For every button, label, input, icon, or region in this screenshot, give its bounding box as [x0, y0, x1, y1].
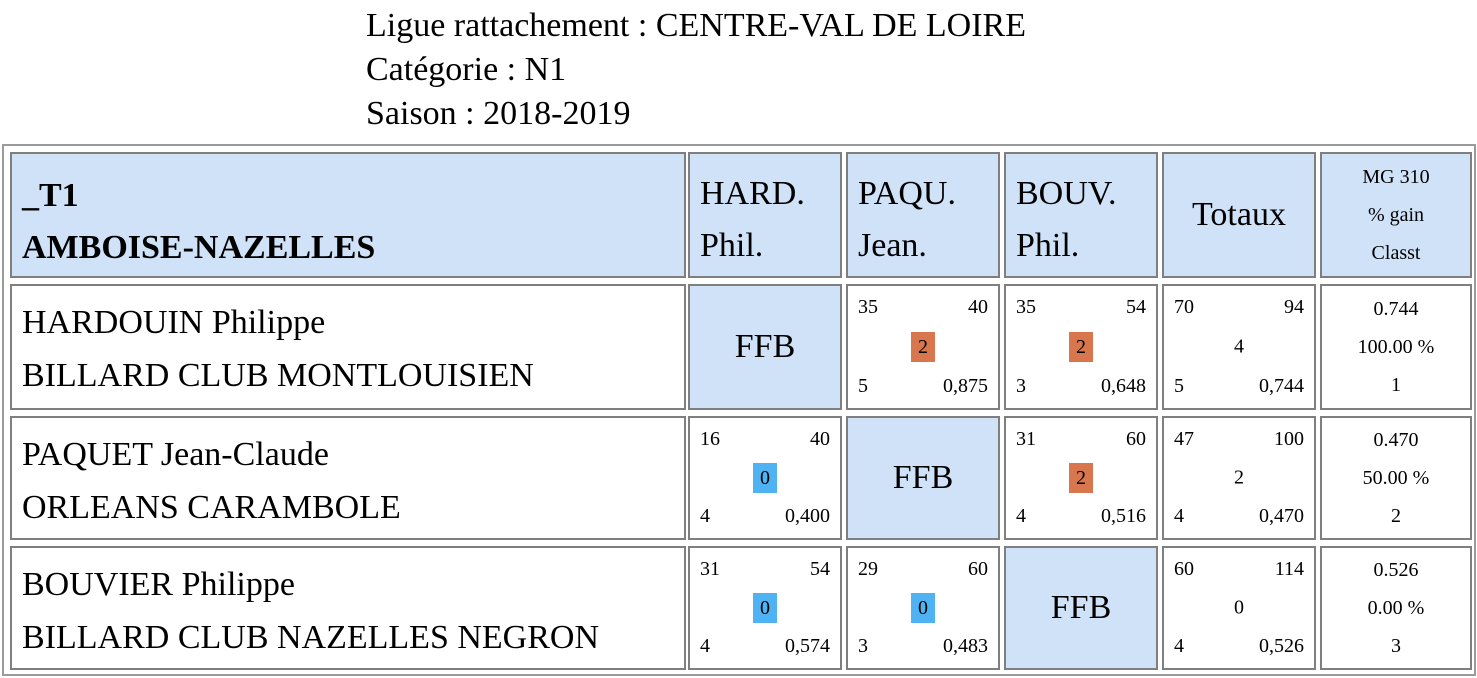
team-header-cell: _T1 AMBOISE-NAZELLES	[10, 152, 686, 278]
reprises: 3	[858, 635, 868, 657]
column-header-player-1: HARD. Phil.	[688, 152, 842, 278]
points-target: 60	[1126, 428, 1146, 450]
average: 0,526	[1259, 635, 1304, 657]
points: 47	[1174, 428, 1194, 450]
points: 31	[700, 558, 720, 580]
points: 60	[1174, 558, 1194, 580]
match-result-cell: 31 54 0 4 0,574	[688, 546, 842, 670]
average: 0,516	[1101, 505, 1146, 527]
team-code: _T1	[22, 177, 79, 214]
average: 0,744	[1259, 375, 1304, 397]
match-result-cell: 35 54 2 3 0,648	[1004, 284, 1158, 410]
stats-cell: 0.744 100.00 % 1	[1320, 284, 1472, 410]
points-target: 54	[1126, 296, 1146, 318]
points-target: 54	[810, 558, 830, 580]
points: 31	[1016, 428, 1036, 450]
points-target: 94	[1284, 296, 1304, 318]
column-header-totals: Totaux	[1162, 152, 1316, 278]
team-name: AMBOISE-NAZELLES	[22, 229, 376, 266]
ligue-label: Ligue rattachement : CENTRE-VAL DE LOIRE	[366, 7, 1026, 44]
points: 29	[858, 558, 878, 580]
reprises: 5	[1174, 375, 1184, 397]
player-club: BILLARD CLUB MONTLOUISIEN	[22, 357, 534, 394]
match-points-badge: 2	[1069, 463, 1093, 493]
match-points-total: 4	[1234, 335, 1244, 358]
totals-cell: 47 100 2 4 0,470	[1162, 416, 1316, 540]
average: 0,470	[1259, 505, 1304, 527]
gain-percent: 0.00 %	[1367, 597, 1425, 619]
rank: 2	[1391, 505, 1401, 527]
gain-percent: 50.00 %	[1362, 467, 1430, 489]
match-result-cell: 31 60 2 4 0,516	[1004, 416, 1158, 540]
points: 70	[1174, 296, 1194, 318]
mg-value: 0.526	[1373, 559, 1419, 581]
stats-cell: 0.526 0.00 % 3	[1320, 546, 1472, 670]
match-result-cell: 35 40 2 5 0,875	[846, 284, 1000, 410]
match-points-badge: 0	[753, 593, 777, 623]
points: 35	[1016, 296, 1036, 318]
reprises: 4	[700, 505, 710, 527]
player-club: BILLARD CLUB NAZELLES NEGRON	[22, 619, 600, 656]
average: 0,574	[785, 635, 830, 657]
points: 35	[858, 296, 878, 318]
points-target: 60	[968, 558, 988, 580]
saison-label: Saison : 2018-2019	[366, 95, 631, 132]
mg-value: 0.470	[1373, 429, 1419, 451]
self-match-cell: FFB	[1004, 546, 1158, 670]
points-target: 100	[1274, 428, 1304, 450]
reprises: 4	[1174, 505, 1184, 527]
points: 16	[700, 428, 720, 450]
points-target: 40	[810, 428, 830, 450]
player-name: PAQUET Jean-Claude	[22, 436, 329, 473]
points-target: 114	[1274, 558, 1304, 580]
results-table: _T1 AMBOISE-NAZELLES HARD. Phil. PAQU. J…	[2, 144, 1476, 676]
column-header-player-3: BOUV. Phil.	[1004, 152, 1158, 278]
match-points-total: 2	[1234, 466, 1244, 489]
rank: 1	[1391, 374, 1401, 396]
reprises: 4	[1016, 505, 1026, 527]
match-result-cell: 16 40 0 4 0,400	[688, 416, 842, 540]
points-target: 40	[968, 296, 988, 318]
player-name: HARDOUIN Philippe	[22, 304, 326, 341]
reprises: 4	[1174, 635, 1184, 657]
stats-cell: 0.470 50.00 % 2	[1320, 416, 1472, 540]
player-club: ORLEANS CARAMBOLE	[22, 489, 401, 526]
reprises: 5	[858, 375, 868, 397]
match-points-badge: 0	[911, 593, 935, 623]
average: 0,875	[943, 375, 988, 397]
player-row-name: BOUVIER Philippe BILLARD CLUB NAZELLES N…	[10, 546, 686, 670]
reprises: 4	[700, 635, 710, 657]
gain-percent: 100.00 %	[1357, 336, 1435, 358]
totals-cell: 70 94 4 5 0,744	[1162, 284, 1316, 410]
reprises: 3	[1016, 375, 1026, 397]
player-row-name: HARDOUIN Philippe BILLARD CLUB MONTLOUIS…	[10, 284, 686, 410]
match-result-cell: 29 60 0 3 0,483	[846, 546, 1000, 670]
mg-value: 0.744	[1373, 298, 1419, 320]
rank: 3	[1391, 635, 1401, 657]
categorie-label: Catégorie : N1	[366, 51, 567, 88]
match-points-badge: 2	[911, 332, 935, 362]
self-match-cell: FFB	[688, 284, 842, 410]
competition-header: Ligue rattachement : CENTRE-VAL DE LOIRE…	[366, 4, 1026, 136]
average: 0,648	[1101, 375, 1146, 397]
match-points-total: 0	[1234, 596, 1244, 619]
average: 0,400	[785, 505, 830, 527]
match-points-badge: 2	[1069, 332, 1093, 362]
column-header-mg: MG 310 % gain Classt	[1320, 152, 1472, 278]
totals-cell: 60 114 0 4 0,526	[1162, 546, 1316, 670]
self-match-cell: FFB	[846, 416, 1000, 540]
player-name: BOUVIER Philippe	[22, 566, 295, 603]
player-row-name: PAQUET Jean-Claude ORLEANS CARAMBOLE	[10, 416, 686, 540]
average: 0,483	[943, 635, 988, 657]
match-points-badge: 0	[753, 463, 777, 493]
column-header-player-2: PAQU. Jean.	[846, 152, 1000, 278]
